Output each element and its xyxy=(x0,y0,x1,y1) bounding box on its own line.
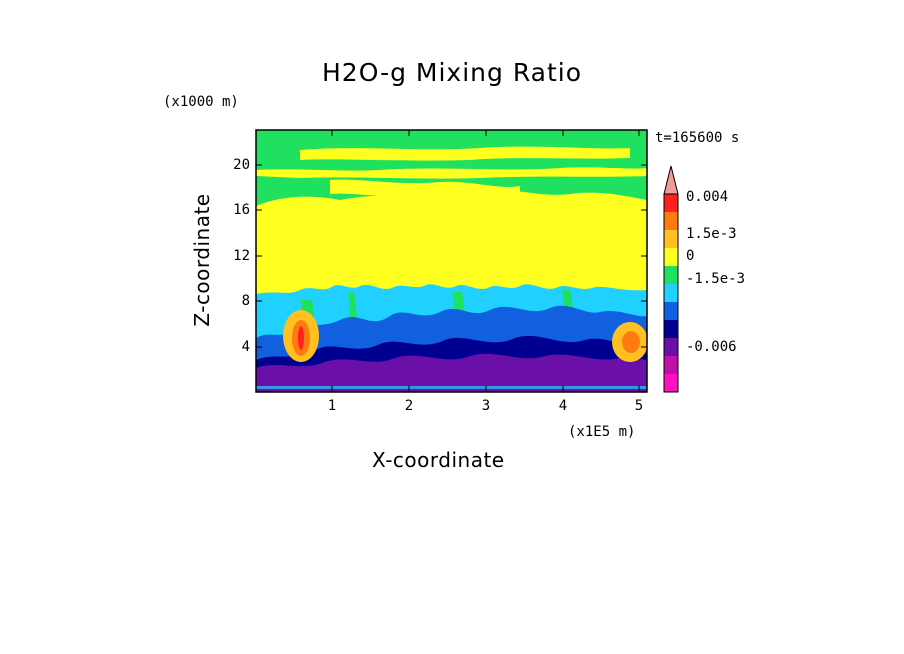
field-yellow-streak xyxy=(256,167,647,179)
colorbar xyxy=(663,165,679,393)
field-yellow-band xyxy=(256,189,647,300)
field-yellow-streak xyxy=(300,146,630,161)
colorbar-swatch xyxy=(664,212,678,231)
y-tick-label: 16 xyxy=(233,202,250,218)
colorbar-swatch xyxy=(664,320,678,339)
field-purple-layer xyxy=(256,353,647,392)
colorbar-label: -0.006 xyxy=(686,339,737,355)
colorbar-label: 1.5e-3 xyxy=(686,226,737,242)
y-tick-label: 12 xyxy=(233,248,250,264)
chart-title: H2O-g Mixing Ratio xyxy=(321,58,583,87)
field-surface-streak xyxy=(256,386,647,389)
x-tick-label: 3 xyxy=(481,398,491,414)
colorbar-label: -1.5e-3 xyxy=(686,271,746,287)
colorbar-swatch xyxy=(664,248,678,267)
colorbar-frame xyxy=(663,193,679,393)
x-tick-label: 4 xyxy=(558,398,568,414)
time-label: t=165600 s xyxy=(655,130,740,146)
colorbar-swatch xyxy=(664,284,678,303)
colorbar-arrow xyxy=(663,165,679,195)
colorbar-swatch xyxy=(664,338,678,357)
colorbar-label: 0.004 xyxy=(686,189,729,205)
plot-frame xyxy=(255,129,648,393)
x-tick-label: 1 xyxy=(327,398,337,414)
tick-marks xyxy=(256,130,647,392)
colorbar-swatch xyxy=(664,356,678,375)
colorbar-swatch xyxy=(664,266,678,285)
colorbar-swatch xyxy=(664,230,678,249)
colorbar-label: 0 xyxy=(686,248,695,264)
y-axis-unit: (x1000 m) xyxy=(163,94,239,110)
y-tick-label: 4 xyxy=(241,339,250,355)
contour-field xyxy=(256,130,647,392)
colorbar-swatch xyxy=(664,374,678,393)
x-axis-unit: (x1E5 m) xyxy=(568,424,636,440)
colorbar-swatch xyxy=(664,302,678,321)
warm-plume-left-center xyxy=(298,326,304,350)
y-tick-label: 20 xyxy=(233,157,250,173)
y-tick-label: 8 xyxy=(241,293,250,309)
warm-plume-right-core xyxy=(622,331,640,353)
x-tick-label: 5 xyxy=(634,398,644,414)
x-axis-label: X-coordinate xyxy=(372,448,505,472)
x-tick-label: 2 xyxy=(404,398,414,414)
colorbar-swatch xyxy=(664,194,678,213)
